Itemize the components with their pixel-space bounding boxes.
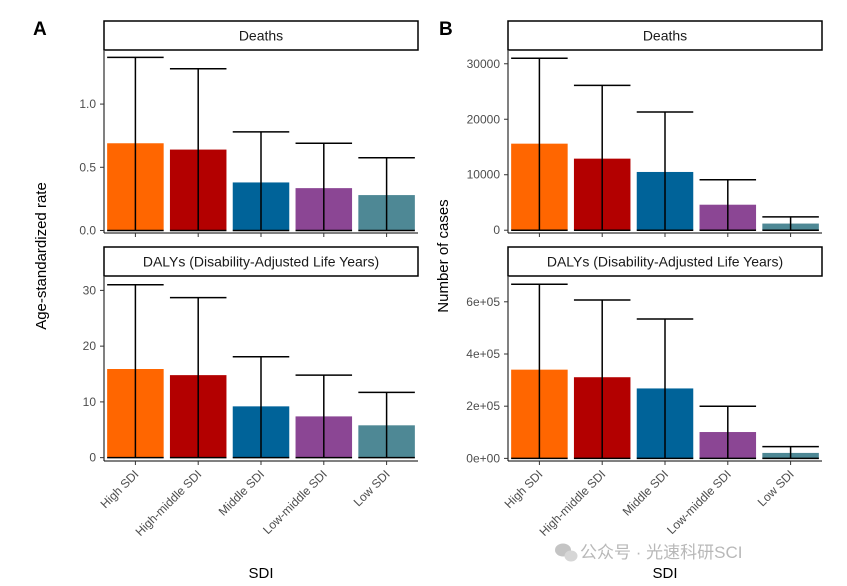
y-tick-label: 1.0 bbox=[79, 97, 96, 111]
wechat-bubble-small bbox=[564, 550, 578, 562]
x-axis-title-a: SDI bbox=[248, 565, 273, 582]
facet-panel: DALYs (Disability-Adjusted Life Years) 0e… bbox=[466, 246, 823, 539]
x-category-label: Low-middle SDI bbox=[664, 467, 734, 537]
x-category-label: Middle SDI bbox=[620, 467, 671, 518]
x-category-label: High-middle SDI bbox=[133, 467, 205, 539]
y-tick-label: 0 bbox=[493, 223, 500, 237]
x-category-label: High SDI bbox=[502, 467, 546, 511]
facet-panel: Deaths 0.0 0.5 1.0 bbox=[79, 20, 419, 237]
facet-strip bbox=[507, 246, 823, 277]
facet-strip bbox=[103, 20, 419, 51]
facet-strip bbox=[507, 20, 823, 51]
facet-panel: Deaths 0 10000 20000 30000 bbox=[467, 20, 823, 237]
x-category-label: High-middle SDI bbox=[537, 467, 609, 539]
y-tick-label: 20000 bbox=[467, 112, 501, 126]
x-category-label: Low-middle SDI bbox=[260, 467, 330, 537]
x-category-label: High SDI bbox=[98, 467, 142, 511]
watermark-text: 公众号 · 光速科研SCI bbox=[580, 543, 742, 562]
y-axis-title-b: Number of cases bbox=[435, 199, 452, 312]
y-tick-label: 4e+05 bbox=[466, 347, 500, 361]
panel-letter-a: A bbox=[33, 19, 47, 40]
y-tick-label: 0.5 bbox=[79, 160, 96, 174]
y-tick-label: 10000 bbox=[467, 168, 501, 182]
facet-title: DALYs (Disability-Adjusted Life Years) bbox=[143, 254, 379, 270]
y-tick-label: 0e+00 bbox=[466, 451, 500, 465]
y-tick-label: 2e+05 bbox=[466, 399, 500, 413]
axis-titles: Age-standardized rate Number of cases SDI S… bbox=[33, 182, 678, 582]
y-tick-label: 20 bbox=[83, 339, 97, 353]
facet-title: DALYs (Disability-Adjusted Life Years) bbox=[547, 254, 783, 270]
x-category-label: Low SDI bbox=[755, 467, 797, 509]
y-tick-label: 6e+05 bbox=[466, 295, 500, 309]
x-axis-title-b: SDI bbox=[652, 565, 677, 582]
x-category-label: Middle SDI bbox=[216, 467, 267, 518]
facet-title: Deaths bbox=[643, 28, 687, 44]
wechat-icon bbox=[555, 543, 578, 562]
y-tick-label: 0 bbox=[89, 451, 96, 465]
y-tick-label: 30 bbox=[83, 283, 97, 297]
panel-letter-b: B bbox=[439, 19, 453, 40]
facet-panel: DALYs (Disability-Adjusted Life Years) 0 1… bbox=[83, 246, 419, 539]
y-tick-label: 0.0 bbox=[79, 223, 96, 237]
facet-title: Deaths bbox=[239, 28, 283, 44]
y-tick-label: 30000 bbox=[467, 57, 501, 71]
y-tick-label: 10 bbox=[83, 395, 97, 409]
y-axis-title-a: Age-standardized rate bbox=[33, 182, 50, 330]
facet-strip bbox=[103, 246, 419, 277]
watermark: 公众号 · 光速科研SCI bbox=[555, 543, 742, 562]
x-category-label: Low SDI bbox=[351, 467, 393, 509]
